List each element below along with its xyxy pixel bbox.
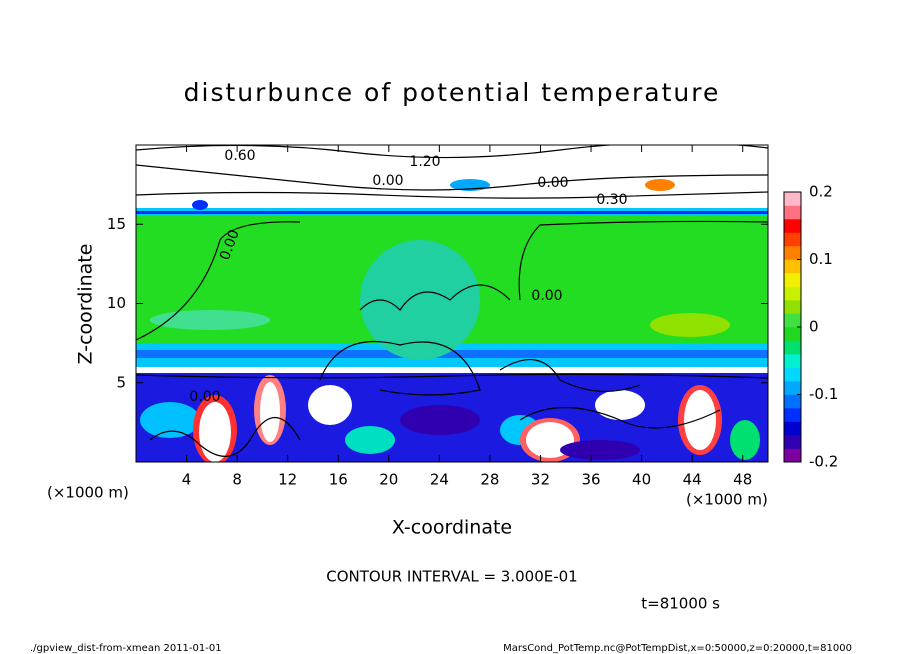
x-tick-label: 16: [329, 471, 348, 489]
x-tick-label: 4: [182, 471, 192, 489]
contour-label: 0.00: [531, 288, 562, 304]
contour-label: 0.00: [372, 173, 403, 189]
colorbar-swatch: [784, 394, 801, 409]
colorbar-tick-label: -0.2: [809, 453, 838, 471]
colorbar-swatch: [784, 192, 801, 206]
colorbar-swatch: [784, 448, 801, 463]
shaded-field: [136, 145, 768, 462]
y-tick-label: 10: [107, 294, 126, 312]
x-tick-label: 40: [632, 471, 651, 489]
colorbar-swatch: [784, 259, 801, 274]
colorbar-swatch: [784, 273, 801, 287]
x-tick-label: 36: [581, 471, 600, 489]
colorbar-swatch: [784, 381, 801, 395]
x-tick-label: 44: [683, 471, 702, 489]
colorbar-swatch: [784, 408, 801, 422]
x-tick-label: 32: [531, 471, 550, 489]
contour-label: 0.00: [537, 175, 568, 191]
colorbar-swatch: [784, 286, 801, 301]
colorbar-tick-label: -0.1: [809, 385, 838, 403]
chart-title: disturbunce of potential temperature: [184, 78, 721, 107]
x-tick-label: 24: [430, 471, 449, 489]
colorbar-swatch: [784, 300, 801, 314]
x-tick-label: 28: [480, 471, 499, 489]
x-tick-label: 48: [733, 471, 752, 489]
colorbar-swatch: [784, 367, 801, 382]
colorbar-tick-label: 0: [809, 318, 819, 336]
colorbar-swatch: [784, 205, 801, 220]
contour-interval: CONTOUR INTERVAL = 3.000E-01: [326, 568, 577, 586]
colorbar-swatch: [784, 327, 801, 341]
footer-left: ./gpview_dist-from-xmean 2011-01-01: [30, 643, 222, 654]
contour-label: 0.60: [224, 148, 255, 164]
colorbar-swatch: [784, 313, 801, 328]
colorbar-tick-label: 0.1: [809, 250, 833, 268]
x-tick-label: 20: [379, 471, 398, 489]
footer-right: MarsCond_PotTemp.nc@PotTempDist,x=0:5000…: [503, 643, 852, 654]
colorbar-swatch: [784, 246, 801, 260]
contour-label: 0.00: [189, 389, 220, 405]
colorbar-tick-label: 0.2: [809, 183, 833, 201]
colorbar-swatch: [784, 340, 801, 355]
colorbar-swatch: [784, 435, 801, 449]
colorbar-swatch: [784, 421, 801, 436]
x-axis-label: X-coordinate: [392, 517, 512, 539]
contour-label: 1.20: [409, 154, 440, 170]
x-unit: (×1000 m): [686, 491, 768, 509]
colorbar-swatch: [784, 219, 801, 233]
x-unit: (×1000 m): [47, 484, 129, 502]
colorbar-swatch: [784, 232, 801, 247]
x-tick-label: 12: [278, 471, 297, 489]
colorbar-swatch: [784, 354, 801, 368]
contour-label: 0.30: [596, 192, 627, 208]
time-label: t=81000 s: [641, 595, 720, 613]
x-tick-label: 8: [232, 471, 242, 489]
y-axis-label: Z-coordinate: [75, 244, 97, 365]
y-tick-label: 15: [107, 215, 126, 233]
y-tick-label: 5: [116, 373, 126, 391]
